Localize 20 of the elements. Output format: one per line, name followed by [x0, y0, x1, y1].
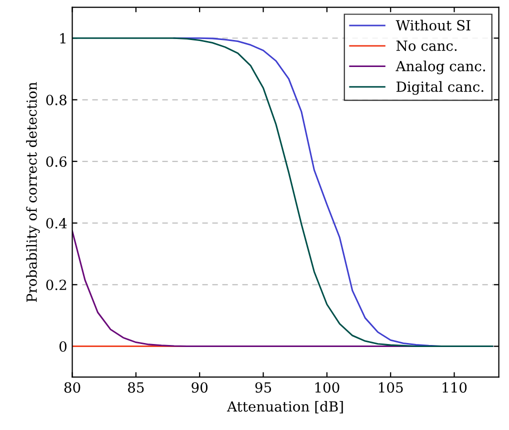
legend-label: Digital canc.	[396, 81, 484, 95]
y-tick-label: 1	[60, 33, 66, 44]
x-tick-label: 80	[64, 382, 80, 393]
y-tick-label: 0.6	[46, 156, 67, 167]
legend-label: Without SI	[396, 20, 470, 31]
x-tick-label: 100	[315, 382, 340, 393]
legend-label: No canc.	[396, 40, 457, 51]
x-tick-label: 105	[379, 382, 403, 393]
x-axis-title: Attenuation [dB]	[226, 400, 343, 414]
y-tick-label: 0.2	[46, 280, 66, 290]
x-tick-label: 85	[128, 382, 144, 393]
y-tick-label: 0.8	[46, 94, 66, 106]
legend-label: Analog canc.	[396, 60, 486, 74]
x-tick-label: 95	[255, 382, 272, 393]
line-series	[72, 37, 494, 348]
x-tick-label: 110	[442, 382, 467, 393]
x-tick-label: 90	[192, 382, 208, 393]
y-tick-label: 0.4	[46, 218, 67, 228]
y-axis-title: Probability of correct detection	[26, 82, 40, 302]
y-tick-label: 0	[59, 341, 66, 352]
